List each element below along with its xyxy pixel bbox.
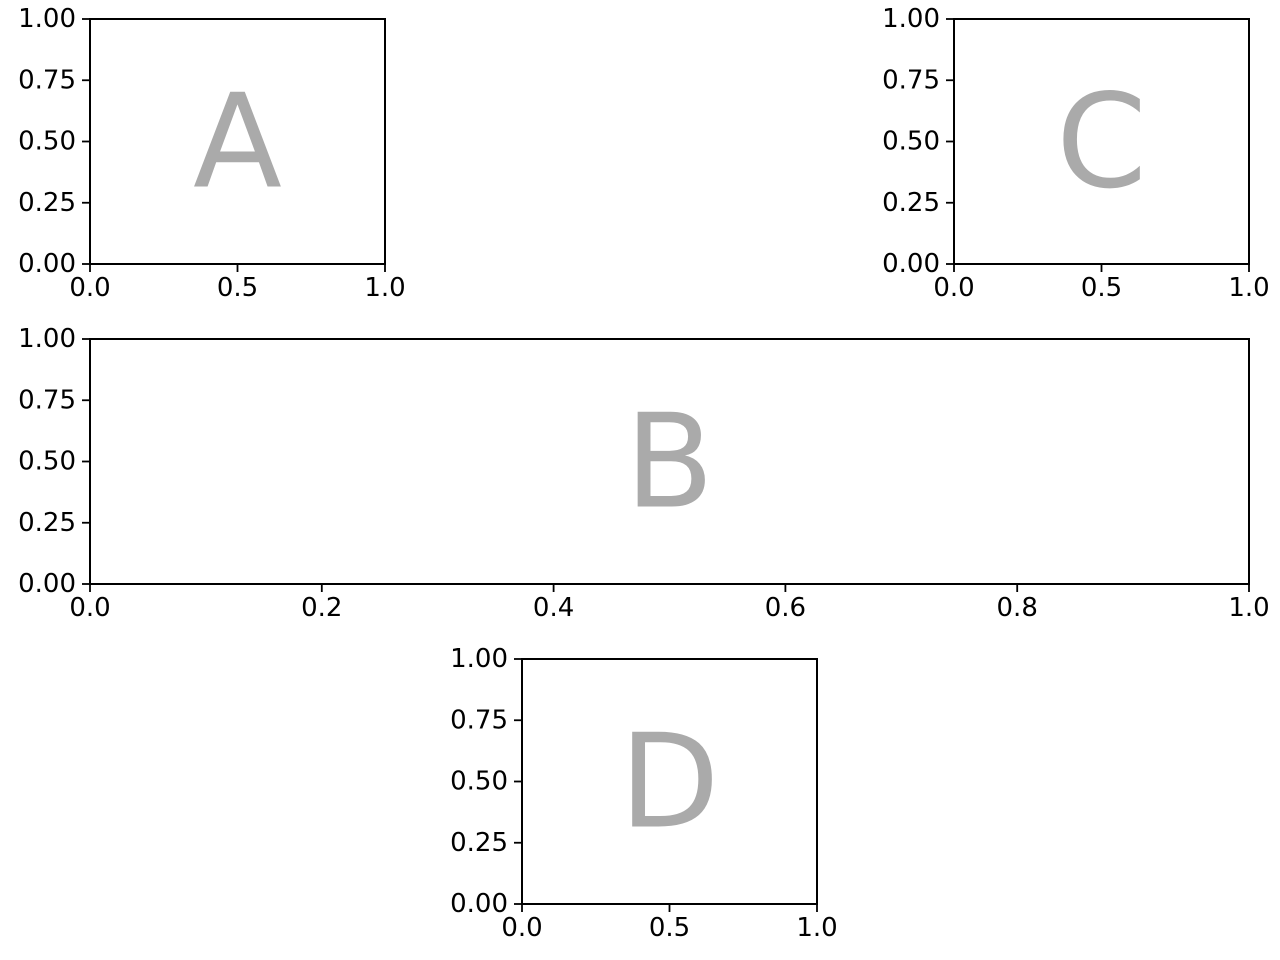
x-tick-label: 0.8 <box>997 593 1038 623</box>
panel-label-b: B <box>625 386 714 538</box>
axes-panel-c: C 0.0 0.5 1.0 0.00 0.25 0.50 0.75 1.00 <box>882 4 1270 303</box>
y-tick-label: 0.50 <box>18 447 76 477</box>
x-tick-label: 0.4 <box>533 593 574 623</box>
x-tick-label: 0.0 <box>69 593 110 623</box>
y-tick-label: 0.00 <box>18 569 76 599</box>
x-tick-label: 0.0 <box>69 273 110 303</box>
y-tick-label: 0.50 <box>882 127 940 157</box>
panel-label-d: D <box>619 706 719 858</box>
x-tick-label: 1.0 <box>796 913 837 943</box>
y-tick-label: 0.00 <box>882 249 940 279</box>
y-tick-label: 0.25 <box>18 188 76 218</box>
x-tick-label: 0.2 <box>301 593 342 623</box>
x-tick-label: 0.5 <box>217 273 258 303</box>
y-tick-label: 0.75 <box>450 705 508 735</box>
y-tick-label: 1.00 <box>882 4 940 34</box>
y-tick-label: 0.25 <box>450 828 508 858</box>
axes-panel-d: D 0.0 0.5 1.0 0.00 0.25 0.50 0.75 1.00 <box>450 644 838 943</box>
y-tick-label: 0.50 <box>450 767 508 797</box>
axes-panel-b: B 0.0 0.2 0.4 0.6 0.8 1.0 0.00 0.25 0.50 0.75 1.00 <box>18 324 1270 623</box>
axes-panel-a: A 0.0 0.5 1.0 0.00 0.25 0.50 0.75 1.00 <box>18 4 406 303</box>
y-tick-label: 0.00 <box>18 249 76 279</box>
x-tick-label: 0.0 <box>501 913 542 943</box>
panel-label-a: A <box>193 66 282 218</box>
y-tick-label: 0.75 <box>882 65 940 95</box>
x-tick-label: 0.0 <box>933 273 974 303</box>
x-tick-label: 1.0 <box>1228 273 1269 303</box>
y-tick-label: 0.25 <box>18 508 76 538</box>
y-tick-label: 1.00 <box>450 644 508 674</box>
y-tick-label: 0.75 <box>18 385 76 415</box>
y-tick-label: 1.00 <box>18 4 76 34</box>
x-tick-label: 0.5 <box>649 913 690 943</box>
y-tick-label: 0.00 <box>450 889 508 919</box>
y-tick-label: 0.50 <box>18 127 76 157</box>
x-tick-label: 0.5 <box>1081 273 1122 303</box>
y-tick-label: 0.25 <box>882 188 940 218</box>
y-tick-label: 0.75 <box>18 65 76 95</box>
y-tick-label: 1.00 <box>18 324 76 354</box>
x-tick-label: 0.6 <box>765 593 806 623</box>
panel-label-c: C <box>1056 66 1147 218</box>
x-tick-label: 1.0 <box>364 273 405 303</box>
x-tick-label: 1.0 <box>1228 593 1269 623</box>
